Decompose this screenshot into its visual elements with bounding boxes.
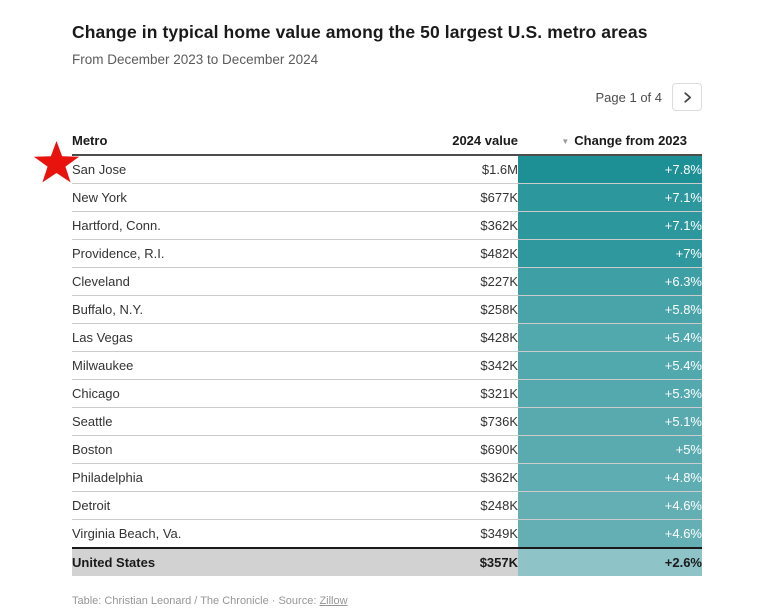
column-header-metro[interactable]: Metro [72,128,357,156]
table-header-row: Metro 2024 value ▼ Change from 2023 [72,128,702,156]
pagination: Page 1 of 4 [72,83,702,111]
change-cell: +4.8% [518,463,702,492]
value-cell: $362K [357,211,518,240]
metro-cell: New York [72,183,357,212]
metro-cell: Providence, R.I. [72,239,357,268]
metro-cell: Las Vegas [72,323,357,352]
table-row-united-states: United States $357K +2.6% [72,547,702,576]
table-row: Virginia Beach, Va. $349K +4.6% [72,519,702,549]
value-cell: $349K [357,519,518,549]
metro-cell: Philadelphia [72,463,357,492]
table-row: Milwaukee $342K +5.4% [72,351,702,380]
value-cell: $227K [357,267,518,296]
metro-cell: Milwaukee [72,351,357,380]
page-title: Change in typical home value among the 5… [72,22,648,42]
table-row: Cleveland $227K +6.3% [72,267,702,296]
metro-cell: Cleveland [72,267,357,296]
table-row: Philadelphia $362K +4.8% [72,463,702,492]
table-row: Buffalo, N.Y. $258K +5.8% [72,295,702,324]
value-cell: $690K [357,435,518,464]
table-row: San Jose $1.6M +7.8% [72,155,702,184]
change-cell: +7.1% [518,183,702,212]
change-cell: +7.1% [518,211,702,240]
value-cell: $248K [357,491,518,520]
value-cell: $482K [357,239,518,268]
zillow-source-link[interactable]: Zillow [319,595,348,607]
table-row: Las Vegas $428K +5.4% [72,323,702,352]
table-row: Boston $690K +5% [72,435,702,464]
value-cell: $342K [357,351,518,380]
change-cell: +5% [518,435,702,464]
credit-line: Table: Christian Leonard / The Chronicle… [72,595,702,607]
chevron-right-icon [683,91,691,103]
table-row: Hartford, Conn. $362K +7.1% [72,211,702,240]
value-cell: $428K [357,323,518,352]
column-header-change-label: Change from 2023 [574,133,687,148]
change-cell: +5.3% [518,379,702,408]
next-page-button[interactable] [672,83,702,111]
table-row: Seattle $736K +5.1% [72,407,702,436]
value-cell: $321K [357,379,518,408]
change-cell: +5.4% [518,323,702,352]
table-row: New York $677K +7.1% [72,183,702,212]
value-cell: $677K [357,183,518,212]
metro-cell: United States [72,547,357,576]
metro-cell: Seattle [72,407,357,436]
metro-cell: Virginia Beach, Va. [72,519,357,549]
metro-cell: Hartford, Conn. [72,211,357,240]
change-cell: +4.6% [518,519,702,549]
change-cell: +7.8% [518,155,702,184]
change-cell: +5.8% [518,295,702,324]
change-cell: +2.6% [518,547,702,576]
page-subtitle: From December 2023 to December 2024 [72,52,319,67]
metro-cell: San Jose [72,155,357,184]
table-row: Providence, R.I. $482K +7% [72,239,702,268]
change-cell: +4.6% [518,491,702,520]
value-cell: $736K [357,407,518,436]
home-value-table: Metro 2024 value ▼ Change from 2023 San J… [72,128,702,576]
change-cell: +7% [518,239,702,268]
value-cell: $1.6M [357,155,518,184]
metro-cell: Detroit [72,491,357,520]
table-row: Chicago $321K +5.3% [72,379,702,408]
value-cell: $258K [357,295,518,324]
table-row: Detroit $248K +4.6% [72,491,702,520]
metro-cell: Boston [72,435,357,464]
column-header-2024-value[interactable]: 2024 value [357,128,518,156]
metro-cell: Chicago [72,379,357,408]
change-cell: +5.4% [518,351,702,380]
change-cell: +6.3% [518,267,702,296]
metro-cell: Buffalo, N.Y. [72,295,357,324]
sort-desc-icon: ▼ [561,137,570,146]
table-widget: Change in typical home value among the 5… [72,22,702,607]
pagination-label: Page 1 of 4 [595,89,663,105]
column-header-change[interactable]: ▼ Change from 2023 [518,128,702,156]
value-cell: $357K [357,547,518,576]
value-cell: $362K [357,463,518,492]
change-cell: +5.1% [518,407,702,436]
credit-text: Table: Christian Leonard / The Chronicle… [72,595,317,607]
